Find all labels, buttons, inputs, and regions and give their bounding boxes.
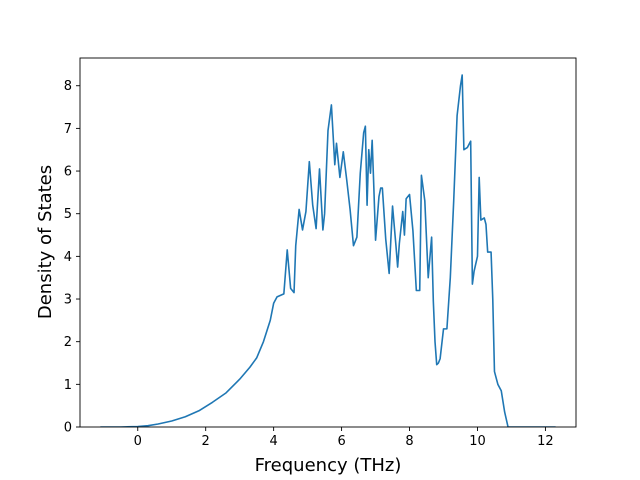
axes-frame [79,57,577,428]
y-tick-label: 7 [64,122,72,137]
y-tick-label: 8 [64,79,72,94]
y-tick-label: 2 [64,335,72,350]
x-tick-label: 6 [337,434,345,449]
x-tick-label: 12 [537,434,554,449]
y-tick-label: 5 [64,207,72,222]
plot-area [100,74,556,427]
x-tick-label: 0 [134,434,142,449]
y-axis-label: Density of States [35,165,56,319]
y-tick-label: 6 [64,165,72,180]
y-tick-label: 3 [64,293,72,308]
y-tick-label: 0 [64,421,72,436]
x-tick-label: 4 [270,434,278,449]
y-tick-label: 1 [64,378,72,393]
y-tick-label: 4 [64,250,72,265]
x-tick-label: 8 [405,434,413,449]
x-tick-label: 10 [469,434,486,449]
x-axis-label: Frequency (THz) [255,455,402,476]
x-tick-label: 2 [202,434,210,449]
series-line-0 [100,74,556,427]
